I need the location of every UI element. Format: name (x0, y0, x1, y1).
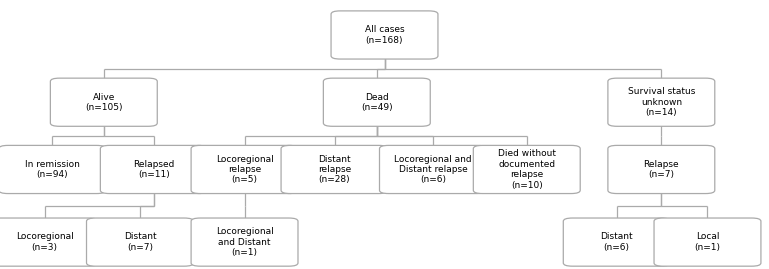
Text: Locoregional
and Distant
(n=1): Locoregional and Distant (n=1) (215, 227, 274, 257)
Text: Distant
(n=7): Distant (n=7) (124, 232, 156, 252)
Text: Distant
relapse
(n=28): Distant relapse (n=28) (318, 155, 351, 184)
Text: All cases
(n=168): All cases (n=168) (365, 25, 404, 45)
FancyBboxPatch shape (563, 218, 671, 266)
Text: Dead
(n=49): Dead (n=49) (361, 93, 393, 112)
Text: Locoregional
(n=3): Locoregional (n=3) (15, 232, 74, 252)
Text: Locoregional and
Distant relapse
(n=6): Locoregional and Distant relapse (n=6) (394, 155, 471, 184)
FancyBboxPatch shape (51, 78, 158, 126)
Text: Distant
(n=6): Distant (n=6) (601, 232, 633, 252)
FancyBboxPatch shape (281, 145, 388, 194)
FancyBboxPatch shape (654, 218, 761, 266)
Text: Survival status
unknown
(n=14): Survival status unknown (n=14) (628, 87, 695, 117)
Text: Locoregional
relapse
(n=5): Locoregional relapse (n=5) (215, 155, 274, 184)
FancyBboxPatch shape (331, 11, 438, 59)
Text: Local
(n=1): Local (n=1) (694, 232, 721, 252)
Text: Relapsed
(n=11): Relapsed (n=11) (133, 160, 175, 179)
Text: Relapse
(n=7): Relapse (n=7) (644, 160, 679, 179)
FancyBboxPatch shape (0, 145, 106, 194)
Text: Died without
documented
relapse
(n=10): Died without documented relapse (n=10) (498, 149, 556, 190)
FancyBboxPatch shape (608, 145, 715, 194)
FancyBboxPatch shape (191, 145, 298, 194)
Text: Alive
(n=105): Alive (n=105) (85, 93, 122, 112)
FancyBboxPatch shape (0, 218, 98, 266)
Text: In remission
(n=94): In remission (n=94) (25, 160, 80, 179)
FancyBboxPatch shape (191, 218, 298, 266)
FancyBboxPatch shape (608, 78, 715, 126)
FancyBboxPatch shape (474, 145, 581, 194)
FancyBboxPatch shape (100, 145, 208, 194)
FancyBboxPatch shape (323, 78, 431, 126)
FancyBboxPatch shape (86, 218, 194, 266)
FancyBboxPatch shape (379, 145, 486, 194)
